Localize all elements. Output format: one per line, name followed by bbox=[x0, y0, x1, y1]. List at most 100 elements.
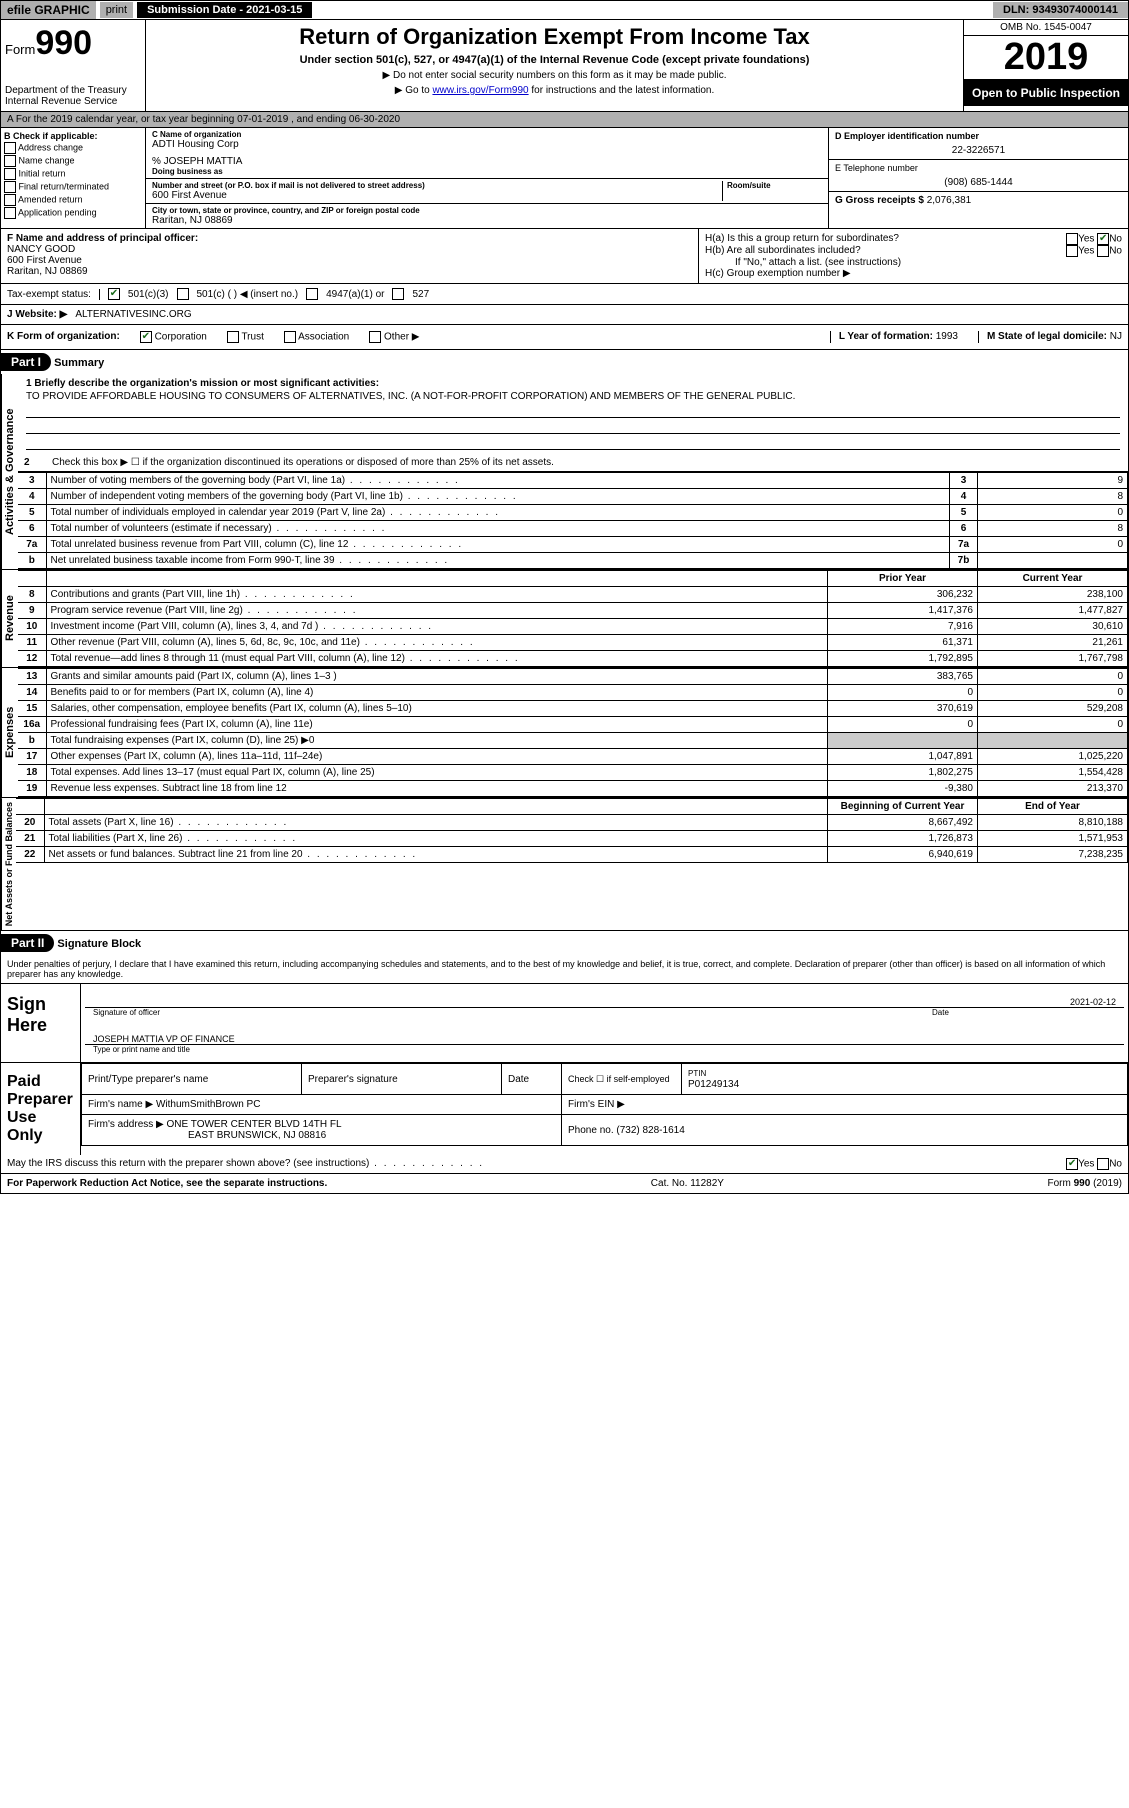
form-title: Return of Organization Exempt From Incom… bbox=[150, 24, 959, 50]
officer-name: NANCY GOOD bbox=[7, 244, 692, 255]
col-end: End of Year bbox=[978, 799, 1128, 815]
check-name[interactable]: Name change bbox=[4, 155, 142, 167]
row-prior: 306,232 bbox=[828, 587, 978, 603]
type-name-label: Type or print name and title bbox=[85, 1045, 1124, 1058]
tax-status-row: Tax-exempt status: 501(c)(3) 501(c) ( ) … bbox=[0, 284, 1129, 305]
form-header: Form990 Department of the Treasury Inter… bbox=[0, 20, 1129, 112]
mission-block: 1 Briefly describe the organization's mi… bbox=[18, 374, 1128, 454]
expenses-vlabel: Expenses bbox=[1, 668, 18, 797]
gross-value: 2,076,381 bbox=[927, 195, 972, 206]
hb-no: No bbox=[1109, 246, 1122, 257]
check-527[interactable] bbox=[392, 288, 404, 300]
check-final[interactable]: Final return/terminated bbox=[4, 181, 142, 193]
row-prior: 7,916 bbox=[828, 619, 978, 635]
discuss-no-check[interactable] bbox=[1097, 1158, 1109, 1170]
row-text: Total number of volunteers (estimate if … bbox=[46, 521, 950, 537]
hb-yes: Yes bbox=[1078, 246, 1094, 257]
check-501c[interactable] bbox=[177, 288, 189, 300]
city-label: City or town, state or province, country… bbox=[152, 206, 822, 215]
street-address: 600 First Avenue bbox=[152, 190, 722, 201]
check-assoc[interactable] bbox=[284, 331, 296, 343]
row-text: Professional fundraising fees (Part IX, … bbox=[46, 717, 828, 733]
check-501c3[interactable] bbox=[108, 288, 120, 300]
row-box: 4 bbox=[950, 489, 978, 505]
print-button[interactable]: print bbox=[100, 2, 133, 18]
row-num: 10 bbox=[18, 619, 46, 635]
row-prior: 383,765 bbox=[828, 669, 978, 685]
section-fh: F Name and address of principal officer:… bbox=[0, 229, 1129, 284]
irs-link[interactable]: www.irs.gov/Form990 bbox=[432, 85, 528, 96]
check-self: Check ☐ if self-employed bbox=[562, 1064, 682, 1095]
row-text: Total assets (Part X, line 16) bbox=[44, 815, 828, 831]
m-label: M State of legal domicile: bbox=[987, 331, 1110, 342]
opt-527: 527 bbox=[412, 289, 429, 300]
netassets-table: Beginning of Current YearEnd of Year20To… bbox=[16, 798, 1128, 863]
row-current: 1,477,827 bbox=[978, 603, 1128, 619]
addr-label: Number and street (or P.O. box if mail i… bbox=[152, 181, 722, 190]
check-4947[interactable] bbox=[306, 288, 318, 300]
opt-amended: Amended return bbox=[18, 194, 83, 204]
opt-501c3: 501(c)(3) bbox=[128, 289, 169, 300]
row-num: 22 bbox=[16, 847, 44, 863]
hb-note: If "No," attach a list. (see instruction… bbox=[705, 257, 1122, 268]
row-text: Total unrelated business revenue from Pa… bbox=[46, 537, 950, 553]
row-prior: 1,417,376 bbox=[828, 603, 978, 619]
check-initial[interactable]: Initial return bbox=[4, 168, 142, 180]
discuss-yes: Yes bbox=[1078, 1159, 1094, 1170]
row-current: 0 bbox=[978, 717, 1128, 733]
discuss-yes-check[interactable] bbox=[1066, 1158, 1078, 1170]
row-num: 16a bbox=[18, 717, 46, 733]
col-prior: Prior Year bbox=[828, 571, 978, 587]
note-link: ▶ Go to www.irs.gov/Form990 for instruct… bbox=[150, 85, 959, 96]
row-text: Investment income (Part VIII, column (A)… bbox=[46, 619, 828, 635]
check-pending[interactable]: Application pending bbox=[4, 207, 142, 219]
check-amended[interactable]: Amended return bbox=[4, 194, 142, 206]
row-current bbox=[978, 733, 1128, 749]
org-name: ADTI Housing Corp bbox=[152, 139, 822, 150]
row-text: Number of independent voting members of … bbox=[46, 489, 950, 505]
check-corp[interactable] bbox=[140, 331, 152, 343]
q2-text: Check this box ▶ ☐ if the organization d… bbox=[52, 457, 554, 468]
row-prior: 61,371 bbox=[828, 635, 978, 651]
revenue-table: Prior YearCurrent Year8Contributions and… bbox=[18, 570, 1128, 667]
form-number: 990 bbox=[35, 24, 92, 62]
m-value: NJ bbox=[1110, 331, 1122, 342]
tel-label: E Telephone number bbox=[835, 163, 1122, 173]
row-current: 0 bbox=[978, 669, 1128, 685]
dln-value: 93493074000141 bbox=[1032, 4, 1118, 16]
row-num: 20 bbox=[16, 815, 44, 831]
row-current: 529,208 bbox=[978, 701, 1128, 717]
omb-number: OMB No. 1545-0047 bbox=[964, 20, 1128, 36]
row-val: 8 bbox=[978, 489, 1128, 505]
note-ssn: ▶ Do not enter social security numbers o… bbox=[150, 70, 959, 81]
opt-initial: Initial return bbox=[19, 168, 66, 178]
check-trust[interactable] bbox=[227, 331, 239, 343]
row-num: 7a bbox=[18, 537, 46, 553]
check-other[interactable] bbox=[369, 331, 381, 343]
ha-label: H(a) Is this a group return for subordin… bbox=[705, 233, 899, 245]
website-label: J Website: ▶ bbox=[7, 309, 67, 320]
k-label: K Form of organization: bbox=[7, 331, 120, 343]
k-row: K Form of organization: Corporation Trus… bbox=[0, 325, 1129, 350]
footer: For Paperwork Reduction Act Notice, see … bbox=[0, 1174, 1129, 1194]
cat-no: Cat. No. 11282Y bbox=[651, 1178, 724, 1189]
row-current: 238,100 bbox=[978, 587, 1128, 603]
submission-date: Submission Date - 2021-03-15 bbox=[137, 2, 312, 18]
row-current: 21,261 bbox=[978, 635, 1128, 651]
check-address[interactable]: Address change bbox=[4, 142, 142, 154]
row-current: 0 bbox=[978, 685, 1128, 701]
submission-date-label: Submission Date - bbox=[147, 4, 246, 16]
website-row: J Website: ▶ ALTERNATIVESINC.ORG bbox=[0, 305, 1129, 325]
sig-date: 2021-02-12 bbox=[1070, 997, 1116, 1007]
open-inspection: Open to Public Inspection bbox=[964, 80, 1128, 106]
part2-title: Signature Block bbox=[57, 938, 141, 950]
dln: DLN: 93493074000141 bbox=[993, 2, 1128, 18]
ein-value: 22-3226571 bbox=[835, 145, 1122, 156]
note-link-pre: ▶ Go to bbox=[395, 85, 433, 96]
row-num: 9 bbox=[18, 603, 46, 619]
row-current: 1,767,798 bbox=[978, 651, 1128, 667]
row-num: 5 bbox=[18, 505, 46, 521]
discuss-no: No bbox=[1109, 1159, 1122, 1170]
row-text: Total fundraising expenses (Part IX, col… bbox=[46, 733, 828, 749]
row-prior: 1,792,895 bbox=[828, 651, 978, 667]
